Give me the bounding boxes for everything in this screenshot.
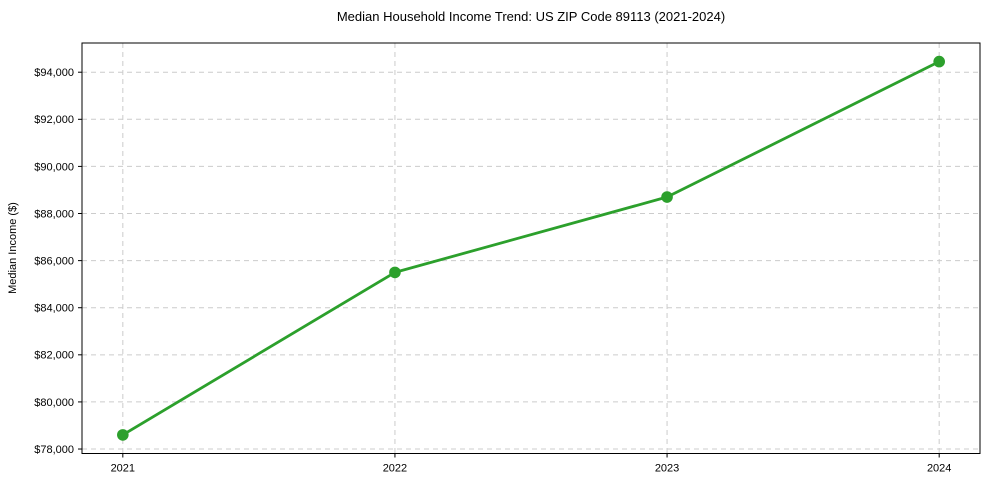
- x-tick-label: 2023: [655, 463, 679, 475]
- y-tick-label: $88,000: [34, 208, 74, 220]
- y-tick-label: $94,000: [34, 67, 74, 79]
- data-series: [117, 55, 945, 441]
- y-tick-label: $80,000: [34, 397, 74, 409]
- y-tick-label: $92,000: [34, 114, 74, 126]
- x-tick-label: 2022: [383, 463, 407, 475]
- data-point-marker: [661, 191, 673, 203]
- x-tick-label: 2024: [927, 463, 951, 475]
- y-tick-label: $78,000: [34, 444, 74, 456]
- gridlines: [82, 43, 980, 454]
- data-point-marker: [933, 55, 945, 68]
- y-tick-label: $86,000: [34, 255, 74, 267]
- data-point-marker: [389, 266, 401, 279]
- y-tick-label: $82,000: [34, 350, 74, 362]
- chart-title: Median Household Income Trend: US ZIP Co…: [337, 9, 725, 24]
- y-tick-label: $90,000: [34, 161, 74, 173]
- x-tick-label: 2021: [111, 463, 135, 475]
- income-trend-line: [121, 60, 941, 437]
- axes: $78,000 $80,000 $82,000 $84,000 $86,000 $88,0…: [34, 42, 981, 475]
- y-tick-label: $84,000: [34, 303, 74, 315]
- y-axis-label: Median Income ($): [7, 202, 19, 294]
- data-point-marker: [117, 429, 129, 441]
- plot-border: [81, 42, 981, 454]
